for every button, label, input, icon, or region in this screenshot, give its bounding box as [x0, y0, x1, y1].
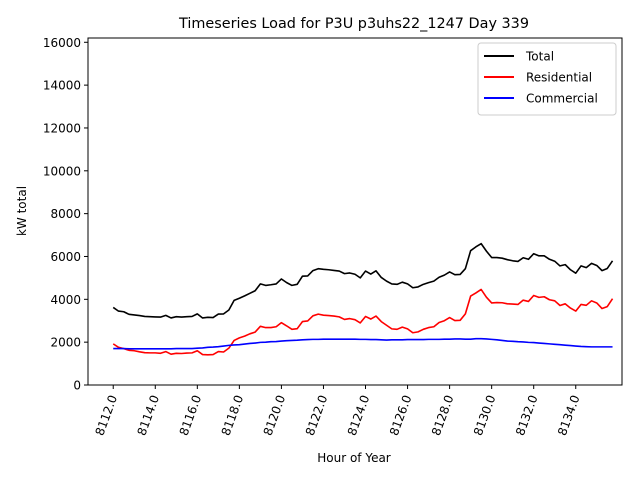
- x-tick-label: 8122.0: [303, 393, 331, 437]
- series-line-residential: [112, 288, 614, 356]
- y-tick-label: 10000: [43, 164, 81, 178]
- x-tick-label: 8120.0: [261, 393, 289, 437]
- x-tick-label: 8132.0: [513, 393, 541, 437]
- legend: Total Residential Commercial: [477, 42, 617, 116]
- y-axis-label: kW total: [15, 186, 29, 236]
- x-axis-label: Hour of Year: [317, 451, 391, 465]
- series-line-total: [112, 242, 614, 319]
- y-tick-label: 2000: [50, 336, 81, 350]
- legend-label-commercial: Commercial: [526, 92, 598, 106]
- y-tick-label: 0: [73, 379, 81, 393]
- x-axis: 8112.0 8114.0 8116.0 8118.0 8120.0 8122.0 8124…: [93, 385, 583, 437]
- x-tick-label: 8124.0: [345, 393, 373, 437]
- x-tick-label: 8130.0: [471, 393, 499, 437]
- y-tick-label: 14000: [43, 79, 81, 93]
- x-tick-label: 8116.0: [177, 393, 205, 437]
- legend-label-total: Total: [525, 50, 554, 64]
- y-tick-label: 4000: [50, 293, 81, 307]
- y-tick-label: 16000: [43, 36, 81, 50]
- y-tick-label: 8000: [50, 207, 81, 221]
- series-layer: [112, 242, 614, 356]
- y-tick-label: 12000: [43, 121, 81, 135]
- x-tick-label: 8112.0: [93, 393, 121, 437]
- x-tick-label: 8118.0: [219, 393, 247, 437]
- legend-label-residential: Residential: [526, 71, 592, 85]
- x-tick-label: 8128.0: [429, 393, 457, 437]
- x-tick-label: 8126.0: [387, 393, 415, 437]
- plot-frame: [87, 37, 623, 386]
- x-tick-label: 8114.0: [135, 393, 163, 437]
- chart-title: Timeseries Load for P3U p3uhs22_1247 Day…: [178, 16, 529, 32]
- y-axis: 0 2000 4000 6000 8000 10000 12000 14000 16000: [43, 36, 88, 393]
- y-tick-label: 6000: [50, 250, 81, 264]
- series-line-commercial: [113, 337, 613, 350]
- x-tick-label: 8134.0: [555, 393, 583, 437]
